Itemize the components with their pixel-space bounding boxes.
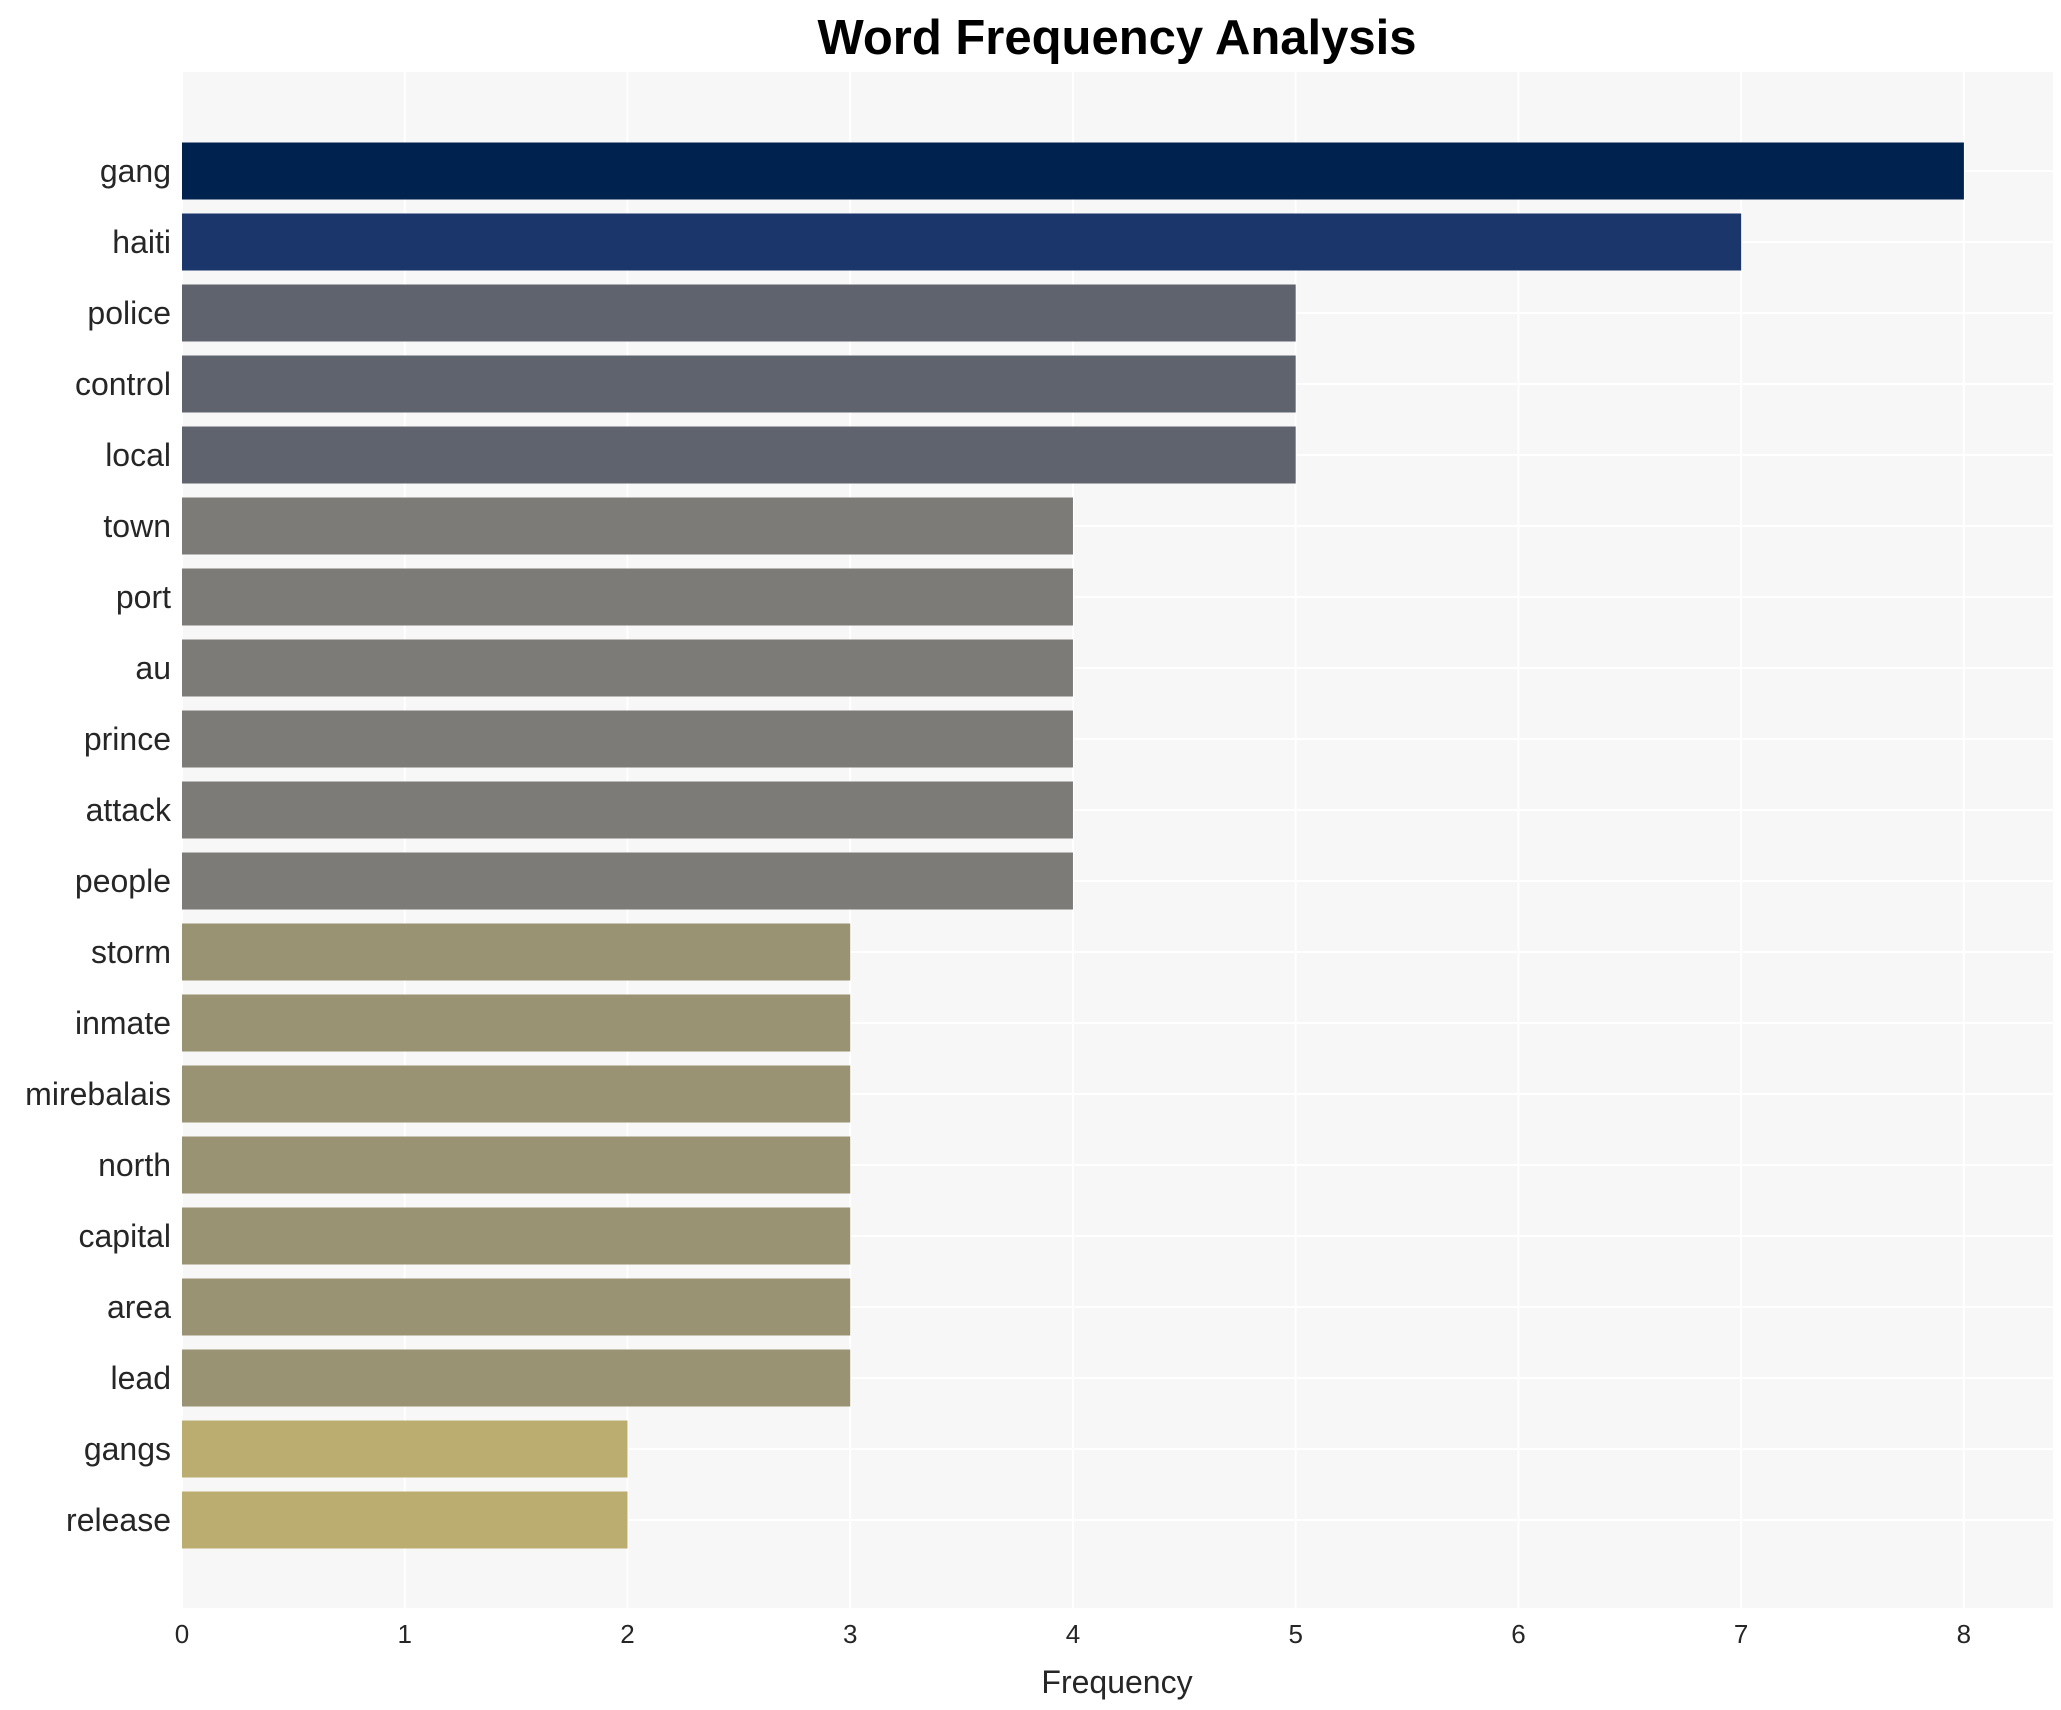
category-label-capital: capital [79, 1218, 172, 1254]
category-label-people: people [75, 863, 171, 899]
category-labels: gang haiti police control local town port au pri… [25, 153, 172, 1538]
bar-attack [182, 781, 1073, 839]
x-tick-label: 2 [620, 1619, 634, 1649]
x-tick-label: 6 [1511, 1619, 1525, 1649]
bar-north [182, 1136, 851, 1194]
category-label-north: north [98, 1147, 171, 1183]
bar-haiti [182, 213, 1742, 271]
bars [182, 142, 1964, 1549]
bar-police [182, 284, 1296, 342]
bar-capital [182, 1207, 851, 1265]
bar-port [182, 568, 1073, 626]
bar-gang [182, 142, 1964, 200]
bar-area [182, 1278, 851, 1336]
x-axis-label: Frequency [1041, 1664, 1192, 1700]
category-label-local: local [105, 437, 171, 473]
category-label-area: area [107, 1289, 171, 1325]
x-tick-label: 7 [1734, 1619, 1748, 1649]
bar-release [182, 1491, 628, 1549]
bar-lead [182, 1349, 851, 1407]
bar-inmate [182, 994, 851, 1052]
chart-title: Word Frequency Analysis [817, 11, 1416, 65]
x-tick-label: 1 [398, 1619, 412, 1649]
category-label-release: release [66, 1502, 171, 1538]
bar-mirebalais [182, 1065, 851, 1123]
category-label-town: town [103, 508, 171, 544]
bar-local [182, 426, 1296, 484]
x-tick-label: 0 [175, 1619, 189, 1649]
x-tick-label: 3 [843, 1619, 857, 1649]
category-label-gangs: gangs [84, 1431, 171, 1467]
bar-au [182, 639, 1073, 697]
bar-storm [182, 923, 851, 981]
category-label-port: port [116, 579, 171, 615]
category-label-gang: gang [100, 153, 171, 189]
bar-people [182, 852, 1073, 910]
x-tick-label: 5 [1288, 1619, 1302, 1649]
category-label-au: au [135, 650, 171, 686]
category-label-mirebalais: mirebalais [25, 1076, 171, 1112]
bar-prince [182, 710, 1073, 768]
bar-town [182, 497, 1073, 555]
category-label-control: control [75, 366, 171, 402]
category-label-lead: lead [111, 1360, 172, 1396]
x-tick-labels: 0 1 2 3 4 5 6 7 8 [175, 1619, 1971, 1649]
category-label-police: police [87, 295, 171, 331]
bar-gangs [182, 1420, 628, 1478]
category-label-haiti: haiti [112, 224, 171, 260]
category-label-attack: attack [86, 792, 172, 828]
category-label-storm: storm [91, 934, 171, 970]
x-tick-label: 8 [1957, 1619, 1971, 1649]
category-label-inmate: inmate [75, 1005, 171, 1041]
category-label-prince: prince [84, 721, 171, 757]
bar-control [182, 355, 1296, 413]
x-tick-label: 4 [1066, 1619, 1080, 1649]
